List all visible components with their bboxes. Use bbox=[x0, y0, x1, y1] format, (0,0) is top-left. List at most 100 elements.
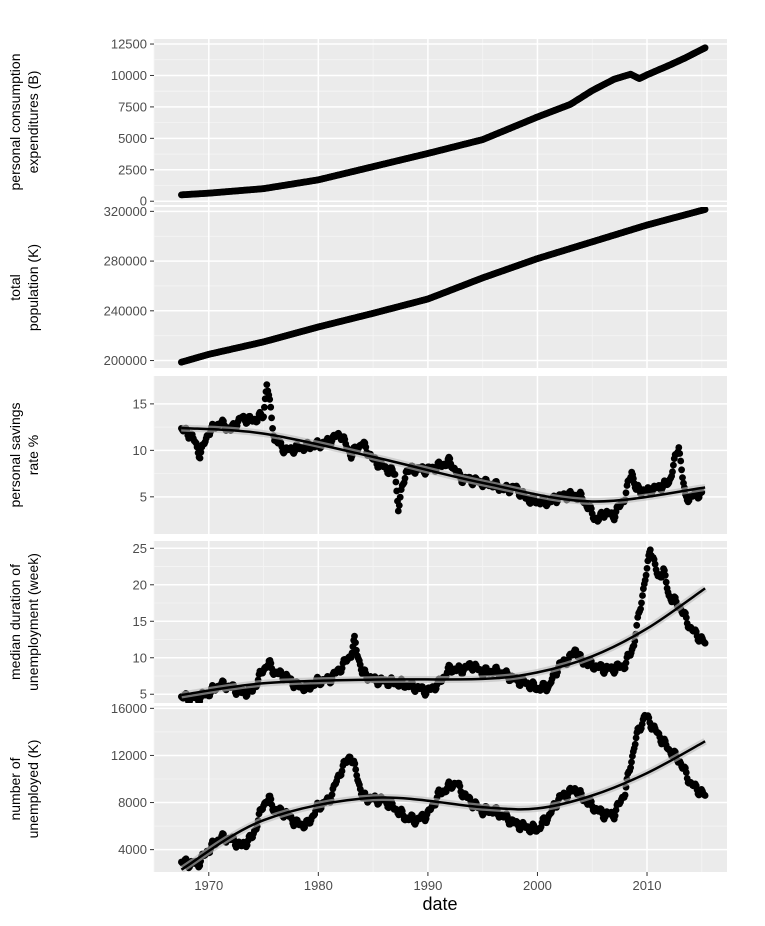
panel-pce: 0 2500 5000 7500 10000 12500 personal consumpt… bbox=[7, 37, 727, 209]
data-point bbox=[637, 605, 644, 613]
data-point bbox=[632, 734, 640, 742]
data-point bbox=[682, 614, 690, 621]
y-tick-label: 15 bbox=[133, 396, 147, 411]
y-tick-label: 15 bbox=[133, 614, 147, 629]
data-point bbox=[394, 507, 402, 515]
y-axis-title: personal consumption expenditures (B) bbox=[7, 54, 41, 191]
y-tick-label: 5 bbox=[140, 687, 147, 702]
data-point bbox=[621, 664, 629, 672]
y-axis-title: personal savings rate % bbox=[7, 402, 41, 507]
y-tick-label: 8000 bbox=[118, 795, 147, 810]
data-point bbox=[611, 812, 619, 820]
x-tick-label: 1980 bbox=[304, 878, 333, 893]
y-tick-label: 0 bbox=[140, 194, 147, 209]
y-tick-label: 280000 bbox=[104, 254, 147, 269]
y-axis-title-line: number of bbox=[7, 757, 23, 820]
data-point bbox=[669, 468, 676, 476]
panel-pop: 200000 240000 280000 320000 total population … bbox=[7, 204, 727, 368]
x-axis: 1970 1980 1990 2000 2010 bbox=[194, 872, 661, 893]
data-point bbox=[639, 592, 646, 599]
data-point bbox=[677, 457, 685, 465]
data-point bbox=[611, 513, 619, 521]
data-point bbox=[456, 782, 464, 790]
panel-marks bbox=[178, 546, 709, 703]
y-axis-title-line: personal consumption bbox=[7, 54, 23, 191]
data-point bbox=[352, 639, 359, 646]
panel-marks bbox=[178, 207, 709, 366]
data-point bbox=[266, 396, 274, 403]
data-point bbox=[622, 489, 630, 497]
data-point bbox=[352, 766, 360, 773]
panel-unemploy: 4000 8000 12000 16000 number of unemployed (K… bbox=[7, 701, 727, 872]
y-tick-label: 12000 bbox=[111, 748, 147, 763]
data-point bbox=[621, 791, 629, 799]
data-point bbox=[351, 632, 358, 640]
data-point bbox=[701, 792, 709, 799]
panel-marks bbox=[178, 381, 706, 525]
data-point bbox=[338, 767, 346, 775]
y-axis-title: number of unemployed (K) bbox=[7, 740, 41, 839]
data-point bbox=[196, 454, 204, 462]
y-axis-title-line: population (K) bbox=[25, 244, 41, 331]
panels-layer: 0 2500 5000 7500 10000 12500 personal consumpt… bbox=[7, 37, 727, 872]
y-tick-label: 10 bbox=[133, 443, 147, 458]
panel-psavert: 5 10 15 personal savings rate % bbox=[7, 376, 727, 534]
data-point bbox=[638, 599, 645, 607]
x-axis-title: date bbox=[422, 894, 457, 914]
y-axis-title-line: rate % bbox=[25, 435, 41, 475]
y-axis-title-line: unemployed (K) bbox=[25, 740, 41, 839]
data-point bbox=[676, 450, 684, 457]
data-point bbox=[356, 661, 364, 669]
y-axis-title-line: total bbox=[7, 274, 23, 300]
y-tick-label: 16000 bbox=[111, 701, 147, 716]
data-point bbox=[701, 44, 709, 52]
y-axis-title-line: personal savings bbox=[7, 402, 23, 507]
y-tick-label: 320000 bbox=[104, 204, 147, 219]
data-point bbox=[338, 664, 346, 672]
data-point bbox=[260, 413, 267, 421]
data-point bbox=[193, 443, 201, 451]
smooth-trend-line bbox=[181, 587, 706, 697]
data-point bbox=[267, 659, 275, 667]
data-point bbox=[197, 448, 205, 456]
data-point bbox=[628, 758, 635, 766]
data-point bbox=[646, 546, 654, 554]
y-tick-label: 4000 bbox=[118, 842, 147, 857]
panel-uempmed: 5 10 15 20 25 median duration of unemployment … bbox=[7, 541, 727, 703]
data-point bbox=[362, 443, 370, 451]
y-tick-label: 2500 bbox=[118, 162, 147, 177]
data-point bbox=[622, 659, 630, 667]
data-point bbox=[661, 571, 669, 579]
data-point bbox=[391, 471, 399, 478]
data-point bbox=[446, 455, 454, 463]
data-point bbox=[627, 764, 634, 771]
data-point bbox=[643, 565, 651, 572]
data-point bbox=[396, 493, 404, 501]
data-point bbox=[268, 414, 275, 422]
y-tick-label: 240000 bbox=[104, 303, 147, 318]
data-point bbox=[678, 466, 685, 474]
data-point bbox=[401, 474, 409, 482]
data-point bbox=[395, 502, 403, 509]
data-point bbox=[662, 578, 670, 586]
data-point bbox=[642, 571, 650, 579]
x-tick-label: 1970 bbox=[194, 878, 223, 893]
y-axis-title: median duration of unemployment (week) bbox=[7, 553, 41, 691]
panel-marks bbox=[178, 711, 709, 872]
x-tick-label: 1990 bbox=[413, 878, 442, 893]
y-tick-label: 7500 bbox=[118, 99, 147, 114]
y-axis-title-line: median duration of bbox=[7, 564, 23, 680]
data-point bbox=[631, 740, 639, 748]
data-point bbox=[267, 795, 275, 803]
data-point bbox=[351, 760, 359, 768]
y-axis-title-line: expenditures (B) bbox=[25, 71, 41, 174]
data-point bbox=[682, 769, 690, 776]
y-tick-label: 25 bbox=[133, 541, 147, 556]
panel-marks bbox=[178, 44, 709, 199]
data-point bbox=[392, 478, 400, 486]
data-point bbox=[670, 461, 677, 469]
y-tick-label: 12500 bbox=[111, 37, 147, 52]
data-point bbox=[675, 444, 683, 451]
y-tick-label: 20 bbox=[133, 577, 147, 592]
